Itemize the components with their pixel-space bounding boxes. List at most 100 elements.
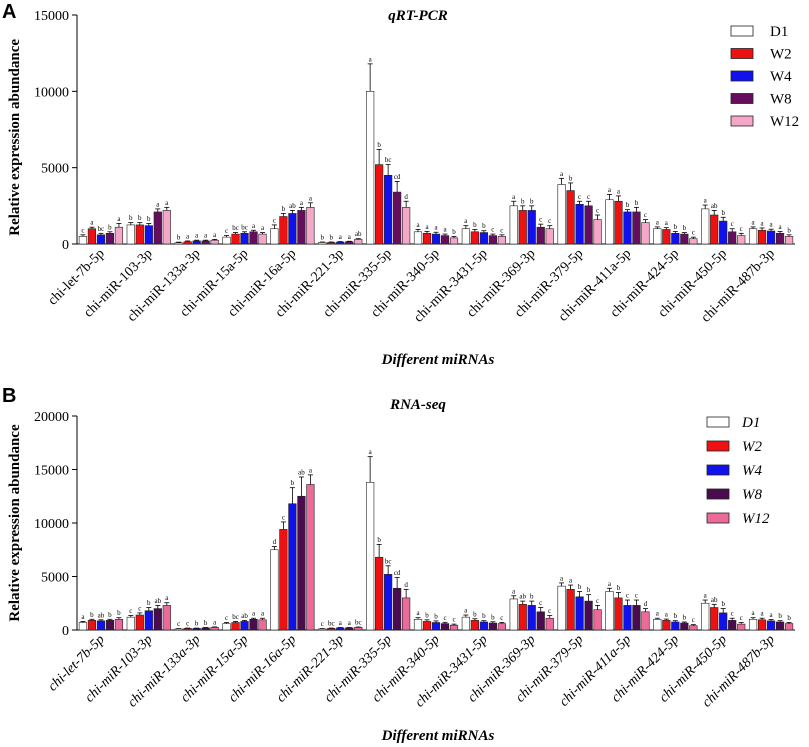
significance-letter: a <box>213 231 217 239</box>
significance-letter: a <box>443 226 447 234</box>
bar-w2 <box>327 242 336 245</box>
significance-letter: b <box>626 201 630 209</box>
bar-w8 <box>632 211 641 245</box>
legend-swatch-w12 <box>706 512 730 524</box>
bar-w8 <box>153 608 162 631</box>
significance-letter: c <box>500 226 503 234</box>
significance-letter: b <box>721 600 725 608</box>
significance-letter: d <box>404 581 408 589</box>
significance-letter: c <box>500 614 503 622</box>
significance-letter: a <box>117 215 121 223</box>
bar-w12 <box>306 484 315 631</box>
bar-d1 <box>748 618 758 631</box>
bar-w8 <box>440 235 450 245</box>
legend-swatch-w8 <box>706 488 730 500</box>
y-tick-label: 5000 <box>41 571 69 586</box>
bar-d1 <box>222 236 231 245</box>
bar-w2 <box>375 164 384 245</box>
significance-letter: bc <box>385 557 392 565</box>
significance-letter: a <box>252 610 256 618</box>
bar-d1 <box>318 242 327 245</box>
significance-letter: c <box>587 193 590 201</box>
bar-w4 <box>96 620 106 631</box>
bar-d1 <box>366 482 375 631</box>
significance-letter: c <box>740 225 743 233</box>
significance-letter: a <box>369 55 373 63</box>
significance-letter: b <box>721 209 725 217</box>
significance-letter: b <box>674 223 678 231</box>
bar-w4 <box>575 204 584 245</box>
y-tick-label: 10000 <box>34 85 69 100</box>
significance-letter: c <box>186 620 189 628</box>
significance-letter: ab <box>154 597 161 605</box>
significance-letter: b <box>377 536 381 544</box>
bar-w8 <box>536 611 545 631</box>
bar-d1 <box>557 184 566 245</box>
significance-letter: b <box>587 586 591 594</box>
bar-w2 <box>279 216 288 245</box>
y-tick-label: 0 <box>62 238 69 253</box>
significance-letter: a <box>156 200 160 208</box>
significance-letter: d <box>273 538 277 546</box>
x-axis-label: Different miRNAs <box>381 352 495 368</box>
significance-letter: b <box>108 223 112 231</box>
significance-letter: b <box>491 613 495 621</box>
legend-swatch-w4 <box>730 70 754 82</box>
bar-w8 <box>728 620 737 631</box>
significance-letter: b <box>434 612 438 620</box>
chart-title: RNA-seq <box>389 397 446 413</box>
significance-letter: b <box>321 234 325 242</box>
significance-letter: bc <box>355 619 362 627</box>
bar-w8 <box>201 627 210 631</box>
bar-w4 <box>240 621 249 631</box>
bar-w4 <box>575 596 584 631</box>
bar-w4 <box>719 612 728 631</box>
significance-letter: a <box>560 574 564 582</box>
x-axis-label: Different miRNAs <box>381 728 495 744</box>
bar-w4 <box>766 230 776 245</box>
bar-w2 <box>87 228 97 245</box>
significance-letter: b <box>452 228 456 236</box>
significance-letter: b <box>530 593 534 601</box>
bar-w8 <box>249 231 258 245</box>
legend: D1 W2 W4 W8 W12 <box>706 415 770 527</box>
significance-letter: a <box>464 607 468 615</box>
significance-letter: a <box>512 193 516 201</box>
bar-w8 <box>488 235 497 245</box>
bar-d1 <box>222 623 231 631</box>
significance-letter: b <box>282 205 286 213</box>
significance-letter: a <box>704 197 708 205</box>
bar-w8 <box>775 621 785 631</box>
bar-w12 <box>354 239 363 245</box>
bar-w4 <box>288 503 297 631</box>
bar-w8 <box>728 231 737 245</box>
bar-w4 <box>623 605 632 631</box>
significance-letter: b <box>147 215 151 223</box>
significance-letter: a <box>416 221 420 229</box>
significance-letter: b <box>521 197 525 205</box>
bar-w4 <box>288 213 297 245</box>
significance-letter: a <box>309 466 313 474</box>
bar-w12 <box>784 236 794 245</box>
significance-letter: a <box>81 613 85 621</box>
bar-d1 <box>78 236 88 245</box>
significance-letter: b <box>569 174 573 182</box>
significance-letter: c <box>138 604 141 612</box>
bar-w8 <box>105 233 115 245</box>
significance-letter: a <box>761 610 765 618</box>
bar-d1 <box>509 205 518 245</box>
bar-w2 <box>279 529 288 631</box>
bar-d1 <box>413 231 423 245</box>
bar-w2 <box>327 628 336 631</box>
bar-w12 <box>545 617 554 631</box>
significance-letter: b <box>473 610 477 618</box>
significance-letter: b <box>291 479 295 487</box>
bar-w8 <box>536 226 545 245</box>
significance-letter: b <box>683 224 687 232</box>
bar-w4 <box>240 233 249 245</box>
bar-w12 <box>114 618 124 631</box>
significance-letter: b <box>635 199 639 207</box>
significance-letter: a <box>704 592 708 600</box>
significance-letter: b <box>204 619 208 627</box>
significance-letter: a <box>560 170 564 178</box>
